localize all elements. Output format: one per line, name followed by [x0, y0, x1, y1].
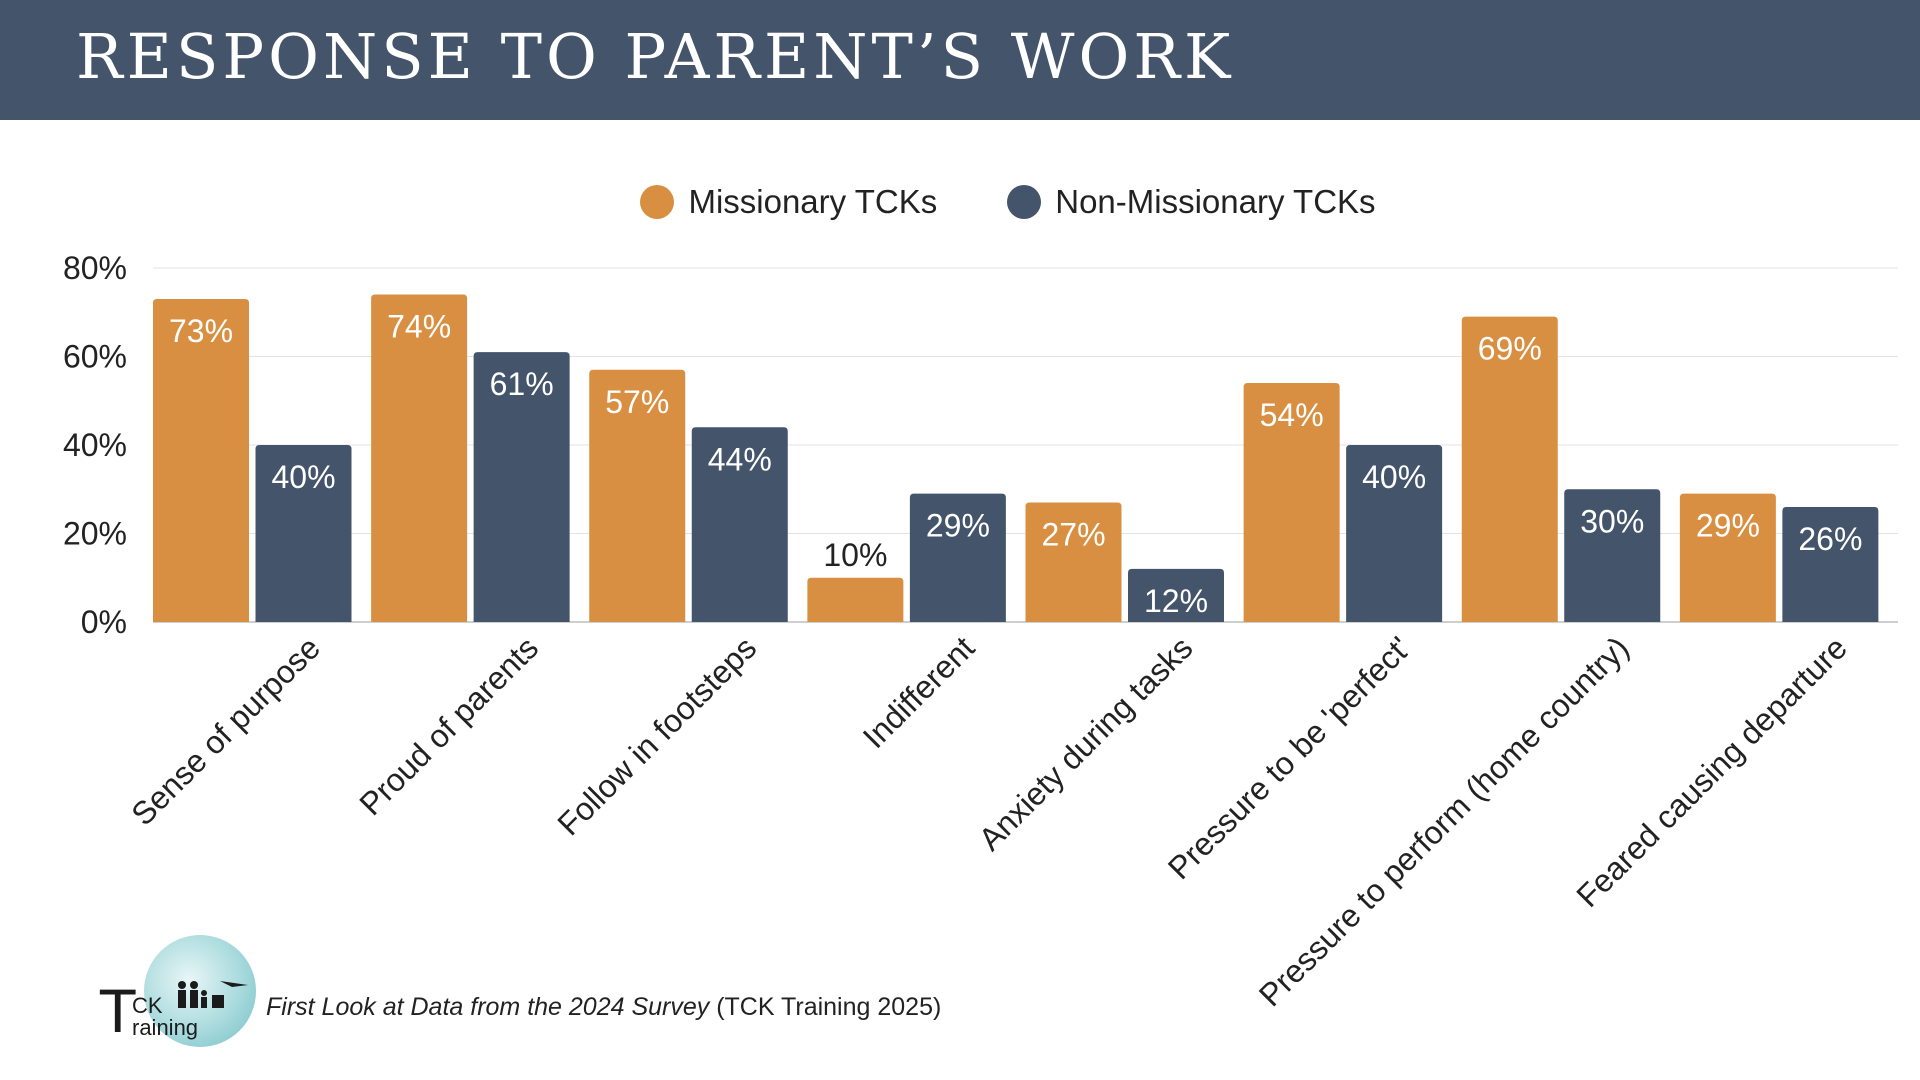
data-label: 29%	[1696, 508, 1760, 544]
bar-missionary	[589, 369, 686, 622]
x-tick-label: Pressure to perform (home country)	[1252, 629, 1636, 1013]
bar-missionary	[1243, 383, 1340, 622]
data-label: 10%	[823, 537, 887, 573]
legend-swatch-missionary	[640, 185, 675, 219]
legend-swatch-non-missionary	[1007, 185, 1042, 219]
data-label: 30%	[1580, 503, 1644, 539]
data-label: 40%	[1362, 459, 1426, 495]
legend-label-non-missionary: Non-Missionary TCKs	[1055, 183, 1376, 220]
footer: T CK raining First Look at Data from the…	[100, 935, 1000, 1055]
y-tick-label: 0%	[81, 604, 127, 640]
bar-missionary	[1025, 502, 1122, 622]
bar-non-missionary	[1346, 445, 1443, 622]
bar-non-missionary	[909, 493, 1006, 622]
bar-missionary	[371, 294, 468, 622]
caption-italic: First Look at Data from the 2024 Survey	[266, 993, 710, 1021]
data-label: 26%	[1798, 521, 1862, 557]
y-tick-label: 20%	[63, 516, 127, 552]
page-title: RESPONSE TO PARENT’S WORK	[76, 20, 1235, 93]
tck-training-logo: T CK raining	[100, 935, 260, 1055]
data-label: 40%	[271, 459, 335, 495]
y-tick-label: 80%	[63, 250, 127, 286]
logo-text-raining: raining	[132, 1015, 199, 1040]
x-tick-label: Indifferent	[856, 629, 982, 755]
bar-non-missionary	[473, 352, 570, 622]
logo-circle	[144, 935, 256, 1047]
data-label: 29%	[926, 508, 990, 544]
bar-missionary	[807, 577, 904, 622]
legend-item-missionary: Missionary TCKs	[640, 183, 937, 221]
x-tick-label: Anxiety during tasks	[972, 629, 1200, 857]
legend-item-non-missionary: Non-Missionary TCKs	[1007, 183, 1376, 221]
family-icon	[178, 981, 248, 1008]
title-banner: RESPONSE TO PARENT’S WORK	[0, 0, 1920, 120]
chart-legend: Missionary TCKs Non-Missionary TCKs	[48, 183, 1920, 221]
data-label: 61%	[490, 366, 554, 402]
bar-non-missionary	[255, 445, 352, 622]
x-tick-label: Proud of parents	[352, 629, 545, 822]
data-label: 27%	[1041, 517, 1105, 553]
bar-missionary	[1461, 316, 1558, 622]
bar-non-missionary	[1564, 489, 1661, 622]
data-label: 12%	[1144, 583, 1208, 619]
x-tick-label: Sense of purpose	[124, 629, 327, 832]
bar-missionary	[153, 298, 249, 622]
x-tick-label: Follow in footsteps	[550, 629, 763, 842]
y-tick-label: 60%	[63, 339, 127, 375]
bar-non-missionary	[1782, 506, 1879, 622]
bar-non-missionary	[691, 427, 788, 622]
logo-text-ck: CK	[132, 993, 163, 1018]
source-caption: First Look at Data from the 2024 Survey …	[266, 993, 941, 1022]
logo-letter-t: T	[100, 978, 136, 1046]
data-label: 74%	[387, 309, 451, 345]
bar-non-missionary	[1128, 568, 1224, 622]
legend-label-missionary: Missionary TCKs	[688, 183, 938, 220]
data-label: 54%	[1260, 397, 1324, 433]
data-label: 57%	[605, 384, 669, 420]
bar-missionary	[1679, 493, 1776, 622]
x-tick-label: Pressure to be 'perfect'	[1161, 629, 1418, 886]
data-label: 73%	[169, 313, 233, 349]
data-label: 69%	[1478, 331, 1542, 367]
y-tick-label: 40%	[63, 427, 127, 463]
caption-source: (TCK Training 2025)	[709, 993, 942, 1021]
data-label: 44%	[708, 441, 772, 477]
